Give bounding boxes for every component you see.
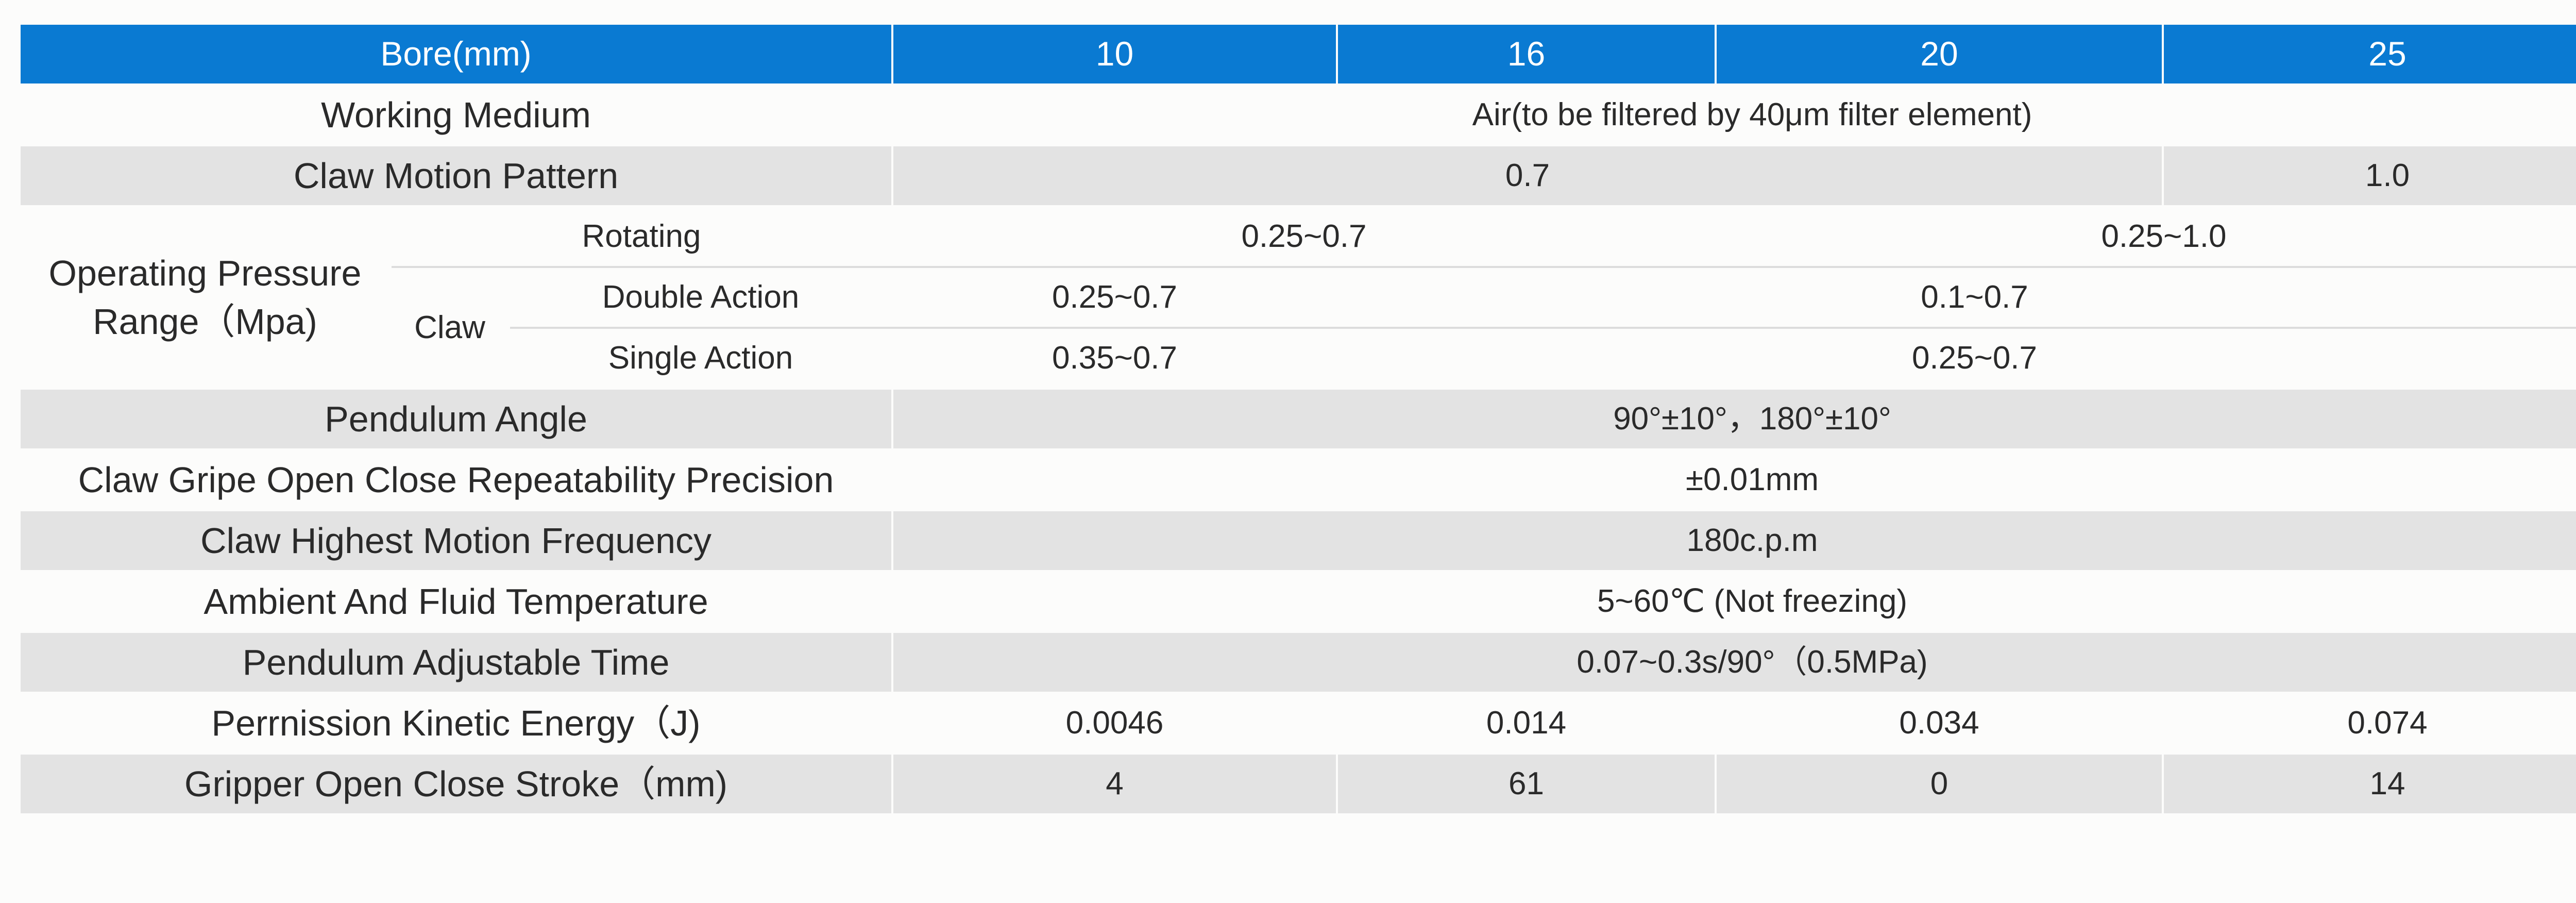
motion-frequency-value: 180c.p.m	[891, 509, 2576, 572]
rotating-value-20-25: 0.25~1.0	[1715, 205, 2576, 268]
repeatability-row: Claw Gripe Open Close Repeatability Prec…	[19, 448, 2576, 511]
repeatability-label: Claw Gripe Open Close Repeatability Prec…	[19, 448, 893, 511]
bore-16-header: 16	[1336, 23, 1717, 86]
kinetic-energy-value-25: 0.074	[2162, 692, 2576, 755]
kinetic-energy-value-10: 0.0046	[891, 692, 1338, 755]
stroke-value-25: 14	[2162, 752, 2576, 815]
claw-motion-pattern-label: Claw Motion Pattern	[19, 144, 893, 207]
claw-motion-pattern-value-10-20: 0.7	[891, 144, 2164, 207]
bore-10-header: 10	[891, 23, 1338, 86]
claw-label: Claw	[389, 266, 510, 390]
adjustable-time-label: Pendulum Adjustable Time	[19, 631, 893, 694]
operating-pressure-label: Operating Pressure Range（Mpa)	[19, 205, 392, 390]
stroke-value-20: 0	[1715, 752, 2164, 815]
rotating-row: Operating Pressure Range（Mpa) Rotating 0…	[19, 205, 2576, 390]
working-medium-label: Working Medium	[19, 83, 893, 146]
single-action-row: Single Action 0.35~0.7 0.25~0.7	[20, 327, 2576, 390]
adjustable-time-row: Pendulum Adjustable Time 0.07~0.3s/90°（0…	[19, 631, 2576, 694]
temperature-row: Ambient And Fluid Temperature 5~60℃ (Not…	[19, 570, 2576, 633]
repeatability-value: ±0.01mm	[891, 448, 2576, 511]
temperature-value: 5~60℃ (Not freezing)	[891, 570, 2576, 633]
adjustable-time-value: 0.07~0.3s/90°（0.5MPa)	[891, 631, 2576, 694]
stroke-value-16: 61	[1336, 752, 1717, 815]
claw-motion-pattern-value-25: 1.0	[2162, 144, 2576, 207]
claw-motion-pattern-row: Claw Motion Pattern 0.7 1.0	[19, 144, 2576, 207]
working-medium-value: Air(to be filtered by 40μm filter elemen…	[891, 83, 2576, 146]
rotating-label: Rotating	[389, 205, 893, 268]
kinetic-energy-value-16: 0.014	[1336, 692, 1717, 755]
single-action-value-16-25: 0.25~0.7	[1336, 327, 2576, 390]
specification-table: Bore(mm) 10 16 20 25 Working Medium Air(…	[19, 23, 2576, 815]
double-action-value-16-25: 0.1~0.7	[1336, 266, 2576, 329]
stroke-label: Gripper Open Close Stroke（mm)	[19, 752, 893, 815]
single-action-label: Single Action	[508, 327, 893, 390]
bore-20-header: 20	[1715, 23, 2164, 86]
double-action-row: Claw Double Action 0.25~0.7 0.1~0.7	[20, 266, 2576, 390]
pendulum-angle-value: 90°±10°，180°±10°	[891, 388, 2576, 450]
kinetic-energy-label: Perrnission Kinetic Energy（J)	[19, 692, 893, 755]
pendulum-angle-label: Pendulum Angle	[19, 388, 893, 450]
header-row: Bore(mm) 10 16 20 25	[19, 23, 2576, 86]
double-action-label: Double Action	[508, 266, 893, 329]
temperature-label: Ambient And Fluid Temperature	[19, 570, 893, 633]
kinetic-energy-value-20: 0.034	[1715, 692, 2164, 755]
bore-label: Bore(mm)	[19, 23, 893, 86]
rotating-value-10-16: 0.25~0.7	[891, 205, 1717, 268]
motion-frequency-row: Claw Highest Motion Frequency 180c.p.m	[19, 509, 2576, 572]
operating-pressure-label-line2: Range（Mpa)	[93, 302, 317, 342]
kinetic-energy-row: Perrnission Kinetic Energy（J) 0.0046 0.0…	[19, 692, 2576, 755]
pendulum-angle-row: Pendulum Angle 90°±10°，180°±10°	[19, 388, 2576, 450]
bore-25-header: 25	[2162, 23, 2576, 86]
stroke-value-10: 4	[891, 752, 1338, 815]
double-action-value-10: 0.25~0.7	[891, 266, 1338, 329]
single-action-value-10: 0.35~0.7	[891, 327, 1338, 390]
motion-frequency-label: Claw Highest Motion Frequency	[19, 509, 893, 572]
working-medium-row: Working Medium Air(to be filtered by 40μ…	[19, 83, 2576, 146]
operating-pressure-label-line1: Operating Pressure	[48, 253, 362, 293]
stroke-row: Gripper Open Close Stroke（mm) 4 61 0 14	[19, 752, 2576, 815]
